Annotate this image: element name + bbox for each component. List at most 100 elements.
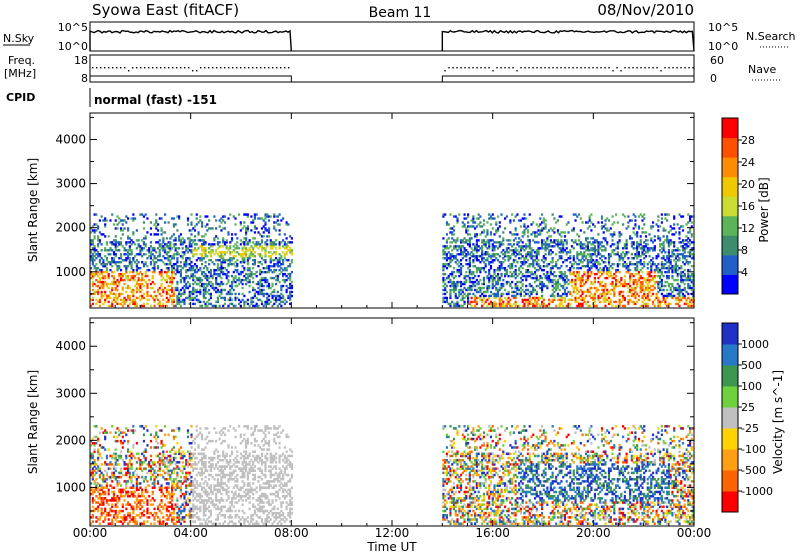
- power-cell: [449, 227, 452, 230]
- power-cell: [643, 290, 646, 294]
- velocity-cell: [125, 516, 128, 519]
- power-cell: [126, 227, 130, 230]
- power-cell: [639, 280, 642, 284]
- velocity-cell: [132, 507, 135, 511]
- power-cell: [121, 278, 124, 282]
- power-cell: [165, 251, 168, 254]
- velocity-cell: [128, 516, 131, 519]
- nave-dot: [280, 67, 282, 69]
- power-cell: [91, 272, 94, 276]
- power-cell: [158, 253, 161, 256]
- power-cell: [259, 245, 262, 248]
- power-cell: [539, 282, 542, 286]
- power-cell: [202, 249, 205, 252]
- power-cell: [139, 278, 142, 282]
- power-cell: [470, 304, 473, 308]
- power-cell: [459, 270, 463, 274]
- power-cell: [555, 261, 558, 264]
- power-cell: [611, 233, 614, 236]
- power-cell: [121, 233, 124, 236]
- power-cell: [100, 296, 103, 300]
- velocity-cell: [116, 439, 119, 443]
- power-cell: [165, 304, 168, 308]
- power-cell: [165, 253, 168, 256]
- power-cell: [600, 241, 604, 244]
- power-cell: [567, 251, 570, 254]
- power-cell: [600, 292, 604, 296]
- power-cell: [274, 215, 278, 218]
- power-cell: [465, 249, 468, 252]
- power-cell: [192, 292, 195, 296]
- velocity-cell: [119, 456, 123, 460]
- power-cell: [176, 270, 179, 274]
- power-cell: [208, 243, 211, 246]
- power-cell: [593, 296, 596, 300]
- power-cell: [239, 270, 242, 274]
- power-cell: [197, 231, 200, 234]
- power-cell: [530, 257, 533, 260]
- power-cell: [216, 290, 220, 294]
- power-cell: [262, 276, 265, 280]
- power-cell: [678, 266, 681, 270]
- power-cell: [230, 284, 234, 288]
- power-cell: [519, 219, 523, 222]
- velocity-cell: [116, 494, 119, 498]
- power-cell: [100, 215, 103, 218]
- power-cell: [276, 294, 279, 298]
- power-cell: [493, 259, 496, 262]
- power-cell: [558, 270, 561, 274]
- power-cell: [160, 243, 163, 246]
- power-cell: [282, 294, 285, 298]
- power-cell: [579, 253, 582, 256]
- power-cell: [565, 292, 568, 296]
- power-cell: [579, 251, 582, 254]
- power-cell: [496, 229, 500, 232]
- velocity-cell: [119, 509, 123, 513]
- power-cell: [151, 259, 154, 262]
- power-cell: [197, 268, 200, 272]
- velocity-cell: [97, 452, 100, 456]
- power-cell: [514, 300, 517, 304]
- power-cell: [687, 274, 690, 278]
- power-cell: [592, 237, 595, 240]
- power-cell: [283, 233, 286, 236]
- power-cell: [546, 278, 549, 282]
- power-cell: [105, 241, 109, 244]
- power-cell: [623, 255, 626, 258]
- power-cell: [500, 263, 503, 266]
- power-cell: [190, 245, 193, 248]
- power-cell: [639, 263, 642, 266]
- power-cell: [158, 243, 161, 246]
- velocity-cell: [116, 427, 119, 430]
- power-cell: [549, 266, 552, 270]
- power-cell: [218, 294, 221, 298]
- power-cell: [186, 280, 190, 284]
- power-cell: [171, 290, 174, 294]
- power-cell: [109, 219, 112, 222]
- power-cell: [252, 237, 255, 240]
- power-cell: [459, 268, 463, 272]
- power-cell: [558, 298, 561, 302]
- power-cell: [135, 286, 138, 290]
- power-cell: [481, 249, 484, 252]
- power-cell: [671, 233, 674, 236]
- power-cell: [667, 245, 670, 248]
- velocity-cell: [91, 461, 94, 464]
- power-cell: [121, 286, 124, 290]
- power-cell: [634, 296, 637, 300]
- power-cell: [657, 298, 660, 302]
- velocity-cell: [93, 435, 96, 439]
- power-cell: [641, 294, 644, 298]
- power-cell: [655, 264, 658, 268]
- power-cell: [667, 282, 670, 286]
- power-cell: [271, 290, 274, 294]
- power-cell: [148, 255, 151, 258]
- velocity-cell: [97, 490, 100, 494]
- power-cell: [192, 290, 195, 294]
- power-cell: [674, 298, 678, 302]
- power-cell: [134, 274, 137, 278]
- power-cell: [588, 217, 591, 220]
- power-cell: [156, 298, 160, 302]
- power-cell: [581, 280, 584, 284]
- power-cell: [285, 268, 288, 272]
